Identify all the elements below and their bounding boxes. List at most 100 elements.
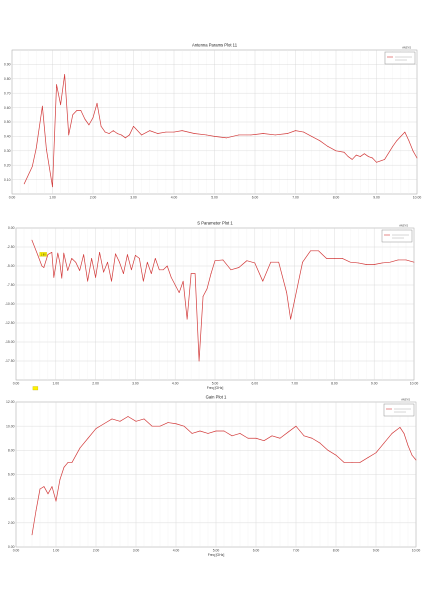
x-tick-label: 2.00	[92, 382, 99, 386]
data-point	[222, 259, 224, 261]
data-point	[143, 280, 144, 282]
chart-gain: Gain Plot 1 0.00 1.00 2.00 3.00 4.00 5.00 6.00 7…	[6, 395, 420, 557]
x-tick-label: 3.00	[133, 549, 140, 553]
y-tick-label: -5.00	[7, 264, 15, 268]
x-tick-label: 10.00	[410, 382, 419, 386]
x-tick-label: 7.00	[292, 196, 299, 200]
marker-flag	[39, 252, 47, 257]
data-point	[364, 153, 365, 155]
data-point	[214, 260, 216, 262]
data-point	[61, 277, 63, 279]
data-point	[64, 74, 65, 75]
data-point	[96, 102, 98, 104]
data-point	[343, 151, 345, 153]
data-point	[327, 146, 329, 147]
data-point	[55, 500, 57, 502]
data-point	[311, 437, 313, 439]
data-point	[286, 292, 287, 293]
data-point	[255, 437, 257, 439]
y-tick-label: 0.00	[8, 226, 15, 230]
data-point	[396, 140, 398, 142]
data-point	[206, 288, 208, 290]
data-point	[158, 269, 160, 271]
data-point	[347, 156, 349, 157]
data-point	[100, 125, 102, 127]
data-point	[415, 459, 417, 461]
data-point	[287, 133, 288, 134]
data-point	[79, 447, 81, 449]
data-point	[127, 254, 128, 255]
data-point	[125, 137, 126, 139]
data-point	[84, 118, 86, 120]
x-tick-label: 1.00	[53, 549, 60, 553]
data-point	[342, 258, 343, 259]
data-point	[68, 134, 70, 136]
data-point	[270, 261, 272, 263]
data-point	[63, 466, 65, 468]
logo-text: ANSYS	[402, 46, 411, 50]
y-tick-label: 10.00	[6, 424, 15, 428]
y-tick-label: 2.00	[8, 521, 15, 525]
x-tick-label: 10.00	[413, 196, 422, 200]
data-point	[99, 251, 100, 253]
chart-title: Antenna Params Plot 11	[192, 43, 238, 48]
data-point	[392, 146, 394, 147]
data-point	[59, 261, 61, 263]
y-tick-label: -2.50	[7, 245, 15, 249]
data-point	[41, 265, 43, 267]
data-point	[384, 159, 385, 160]
data-point	[191, 433, 193, 434]
data-point	[295, 425, 297, 427]
data-point	[376, 161, 377, 163]
data-point	[183, 425, 185, 427]
y-tick-label: 4.00	[8, 497, 15, 501]
data-point	[231, 435, 233, 437]
data-point	[367, 457, 369, 458]
data-point	[408, 140, 410, 142]
data-point	[35, 510, 37, 512]
y-tick-label: 0.10	[4, 178, 11, 182]
x-tick-label: 6.00	[251, 382, 258, 386]
x-tick-label: 4.00	[171, 196, 178, 200]
data-point	[389, 261, 391, 263]
data-point	[239, 433, 241, 434]
data-point	[59, 478, 61, 480]
data-point	[151, 425, 153, 427]
data-point	[310, 250, 311, 252]
data-point	[111, 418, 113, 420]
y-tick-label: 0.70	[4, 91, 11, 95]
data-point	[202, 296, 204, 297]
data-point	[119, 261, 120, 263]
data-point	[246, 260, 248, 262]
data-point	[359, 156, 361, 157]
legend-box	[383, 403, 415, 417]
data-point	[162, 269, 164, 271]
data-point	[154, 258, 156, 259]
data-point	[391, 433, 393, 434]
data-point	[405, 259, 407, 261]
data-point	[215, 430, 217, 432]
marker-label: 1.80	[41, 253, 47, 257]
data-point	[146, 261, 148, 263]
data-point	[52, 186, 53, 188]
data-point	[149, 130, 151, 131]
data-point	[194, 273, 196, 274]
data-point	[71, 258, 73, 259]
data-point	[351, 159, 353, 160]
data-point	[95, 277, 96, 278]
y-tick-label: 0.40	[4, 135, 11, 139]
chart-panel-3: Gain Plot 1 0.00 1.00 2.00 3.00 4.00 5.00 6.00 7…	[0, 395, 424, 600]
legend-box	[381, 229, 413, 243]
data-point	[190, 273, 192, 274]
data-point	[88, 124, 90, 126]
data-point	[47, 493, 49, 495]
data-point	[303, 131, 304, 133]
data-point	[412, 150, 414, 152]
x-tick-label: 8.00	[333, 549, 340, 553]
y-tick-label: -12.50	[5, 321, 15, 325]
logo-text: ANSYS	[401, 398, 410, 402]
data-point	[35, 147, 37, 149]
data-point	[181, 130, 183, 131]
data-point	[72, 114, 74, 116]
data-point	[226, 137, 227, 139]
